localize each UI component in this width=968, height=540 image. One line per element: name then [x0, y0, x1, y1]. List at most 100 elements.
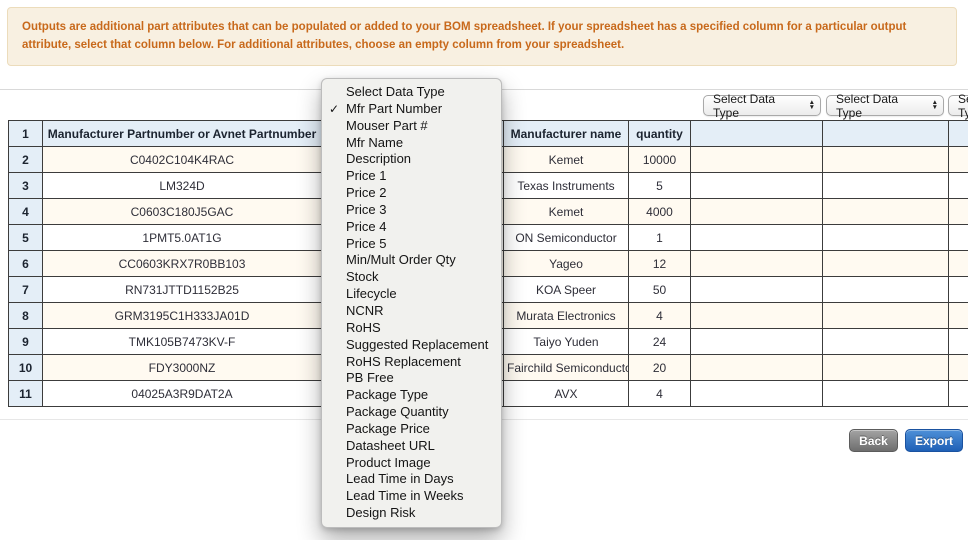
menu-item-ncnr[interactable]: NCNR	[346, 302, 384, 318]
quantity-cell: 1	[628, 224, 691, 251]
empty-cell	[690, 302, 823, 329]
part-number-cell: LM324D	[42, 172, 322, 199]
menu-item-mouser-part[interactable]: Mouser Part #	[346, 117, 428, 133]
menu-item-pb-free[interactable]: PB Free	[346, 370, 394, 386]
menu-item-select-data-type[interactable]: Select Data Type	[346, 84, 445, 99]
menu-item-package-type[interactable]: Package Type	[346, 387, 429, 403]
column-select-3-value: Select Data Type	[958, 91, 968, 120]
empty-cell	[948, 354, 968, 381]
empty-cell	[822, 328, 949, 355]
row-number-cell: 7	[8, 276, 43, 303]
empty-cell	[690, 328, 823, 355]
quantity-cell: 12	[628, 250, 691, 277]
row-number-cell: 10	[8, 354, 43, 381]
menu-item-price-1[interactable]: Price 1	[346, 168, 387, 184]
empty-cell	[948, 224, 968, 251]
banner-text: Outputs are additional part attributes t…	[22, 21, 907, 52]
part-number-cell: TMK105B7473KV-F	[42, 328, 322, 355]
menu-item-product-image[interactable]: Product Image	[346, 454, 431, 470]
checkmark-icon: ✓	[329, 101, 340, 116]
manufacturer-cell: Murata Electronics	[503, 302, 629, 329]
empty-cell	[822, 354, 949, 381]
part-number-cell: C0402C104K4RAC	[42, 146, 322, 173]
empty-cell	[948, 146, 968, 173]
manufacturer-cell: Texas Instruments	[503, 172, 629, 199]
menu-item-design-risk[interactable]: Design Risk	[346, 505, 416, 521]
menu-item-min-mult-order-qty[interactable]: Min/Mult Order Qty	[346, 252, 456, 268]
empty-cell	[690, 224, 823, 251]
quantity-cell: 24	[628, 328, 691, 355]
row-number-cell: 11	[8, 380, 43, 407]
quantity-cell: 5	[628, 172, 691, 199]
manufacturer-cell: Yageo	[503, 250, 629, 277]
menu-item-description[interactable]: Description	[346, 151, 412, 167]
menu-item-lifecycle[interactable]: Lifecycle	[346, 286, 397, 302]
quantity-cell: 4000	[628, 198, 691, 225]
column-select-2[interactable]: Select Data Type ▲ ▼	[826, 92, 944, 120]
back-button-label: Back	[859, 433, 888, 448]
column-select-2-value: Select Data Type	[836, 91, 899, 120]
col-header-manufacturer: Manufacturer name	[503, 120, 629, 147]
column-select-1-value: Select Data Type	[713, 91, 776, 120]
quantity-cell: 4	[628, 380, 691, 407]
outputs-instruction-banner: Outputs are additional part attributes t…	[7, 7, 957, 66]
empty-cell	[690, 380, 823, 407]
manufacturer-cell: Kemet	[503, 146, 629, 173]
manufacturer-cell: AVX	[503, 380, 629, 407]
menu-item-price-3[interactable]: Price 3	[346, 201, 387, 217]
col-header-quantity: quantity	[628, 120, 691, 147]
empty-cell	[822, 302, 949, 329]
row-number-cell: 1	[8, 120, 43, 147]
empty-cell	[948, 328, 968, 355]
empty-cell	[690, 172, 823, 199]
menu-item-package-quantity[interactable]: Package Quantity	[346, 404, 449, 420]
empty-cell	[690, 198, 823, 225]
export-button[interactable]: Export	[905, 429, 963, 452]
row-number-cell: 2	[8, 146, 43, 173]
part-number-cell: RN731JTTD1152B25	[42, 276, 322, 303]
part-number-cell: 04025A3R9DAT2A	[42, 380, 322, 407]
quantity-cell: 10000	[628, 146, 691, 173]
menu-item-rohs[interactable]: RoHS	[346, 319, 381, 335]
empty-cell	[948, 198, 968, 225]
export-button-label: Export	[914, 433, 953, 448]
menu-item-price-4[interactable]: Price 4	[346, 218, 387, 234]
part-number-cell: 1PMT5.0AT1G	[42, 224, 322, 251]
manufacturer-cell: Kemet	[503, 198, 629, 225]
row-number-cell: 3	[8, 172, 43, 199]
back-button[interactable]: Back	[849, 429, 898, 452]
menu-item-price-5[interactable]: Price 5	[346, 235, 387, 251]
data-type-dropdown-menu: Select Data Type ✓ Mfr Part Number Mouser…	[321, 78, 502, 528]
empty-cell	[822, 380, 949, 407]
empty-cell	[822, 276, 949, 303]
part-number-cell: GRM3195C1H333JA01D	[42, 302, 322, 329]
menu-item-mfr-part-number[interactable]: ✓ Mfr Part Number	[329, 100, 443, 116]
empty-cell	[822, 224, 949, 251]
menu-item-package-price[interactable]: Package Price	[346, 420, 430, 436]
empty-cell	[690, 276, 823, 303]
menu-item-suggested-replacement[interactable]: Suggested Replacement	[346, 336, 489, 352]
menu-item-price-2[interactable]: Price 2	[346, 185, 387, 201]
col-header-empty	[948, 120, 968, 147]
menu-item-mfr-name[interactable]: Mfr Name	[346, 134, 404, 150]
empty-cell	[948, 302, 968, 329]
row-number-cell: 4	[8, 198, 43, 225]
col-header-empty	[690, 120, 823, 147]
empty-cell	[948, 380, 968, 407]
quantity-cell: 50	[628, 276, 691, 303]
empty-cell	[690, 146, 823, 173]
empty-cell	[948, 172, 968, 199]
col-header-empty	[822, 120, 949, 147]
menu-item-stock[interactable]: Stock	[346, 269, 379, 285]
empty-cell	[948, 276, 968, 303]
select-stepper-icon: ▲ ▼	[931, 99, 938, 111]
menu-item-rohs-replacement[interactable]: RoHS Replacement	[346, 353, 461, 369]
column-select-1[interactable]: Select Data Type ▲ ▼	[703, 92, 821, 120]
menu-item-lead-time-days[interactable]: Lead Time in Days	[346, 471, 454, 487]
menu-item-datasheet-url[interactable]: Datasheet URL	[346, 437, 435, 453]
part-number-cell: FDY3000NZ	[42, 354, 322, 381]
menu-item-lead-time-weeks[interactable]: Lead Time in Weeks	[346, 488, 464, 504]
column-select-3[interactable]: Select Data Type ▲▼	[948, 92, 968, 120]
row-number-cell: 9	[8, 328, 43, 355]
